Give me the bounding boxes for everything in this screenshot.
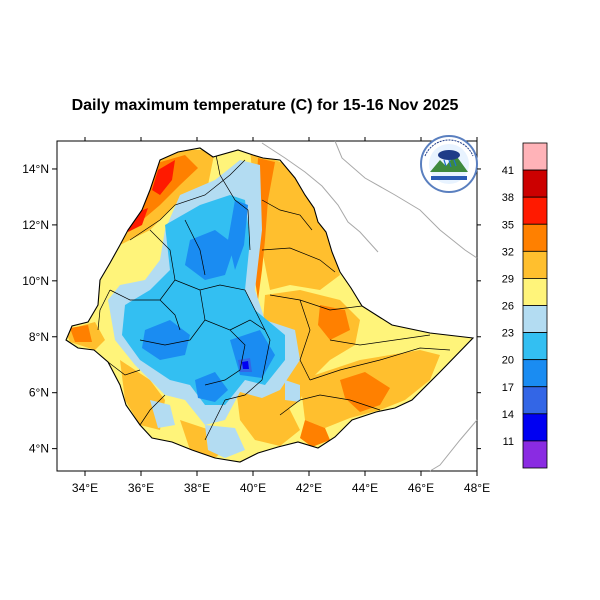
- colorbar-swatch: [522, 223, 548, 252]
- neighbour-borders: [261, 140, 478, 472]
- colorbar-swatch: [522, 250, 548, 279]
- y-tick-label: 10°N: [22, 274, 49, 288]
- colorbar-label: 14: [502, 409, 514, 421]
- x-tick-label: 34°E: [72, 481, 98, 495]
- colorbar-swatch: [522, 413, 548, 442]
- x-tick-label: 42°E: [296, 481, 322, 495]
- colorbar-label: 20: [502, 355, 514, 367]
- colorbar-swatch: [522, 142, 548, 171]
- colorbar-swatch: [522, 386, 548, 415]
- colorbar-swatch: [522, 440, 548, 469]
- colorbar-label: 17: [502, 382, 514, 394]
- colorbar-swatch: [522, 278, 548, 306]
- ethiopia-meteorology-institute-logo: [420, 135, 478, 193]
- y-tick-label: 4°N: [29, 442, 49, 456]
- colorbar-label: 32: [502, 246, 514, 258]
- y-tick-label: 12°N: [22, 218, 49, 232]
- colorbar-swatch: [522, 196, 548, 225]
- y-tick-label: 6°N: [29, 386, 49, 400]
- x-axis: 34°E 36°E 38°E 40°E 42°E 44°E 46°E 48°E: [72, 137, 490, 495]
- x-tick-label: 36°E: [128, 481, 154, 495]
- colorbar: 41 38 35 32 29 26 23 20 17 14 11: [502, 142, 548, 469]
- colorbar-label: 35: [502, 219, 514, 231]
- colorbar-label: 38: [502, 192, 514, 204]
- x-tick-label: 44°E: [352, 481, 378, 495]
- x-tick-label: 46°E: [408, 481, 434, 495]
- x-tick-label: 48°E: [464, 481, 490, 495]
- colorbar-swatch: [522, 305, 548, 333]
- colorbar-label: 41: [502, 165, 514, 177]
- y-tick-label: 8°N: [29, 330, 49, 344]
- map-title: Daily maximum temperature (C) for 15-16 …: [71, 97, 459, 114]
- colorbar-label: 11: [503, 436, 514, 448]
- y-axis: 14°N 12°N 10°N 8°N 6°N 4°N: [22, 162, 481, 456]
- colorbar-label: 26: [502, 301, 514, 313]
- x-tick-label: 38°E: [184, 481, 210, 495]
- colorbar-swatch: [522, 169, 548, 198]
- colorbar-label: 23: [502, 328, 514, 340]
- admin-boundaries: [97, 149, 451, 441]
- y-tick-label: 14°N: [22, 162, 49, 176]
- x-tick-label: 40°E: [240, 481, 266, 495]
- colorbar-swatch: [522, 359, 548, 388]
- colorbar-swatch: [522, 332, 548, 361]
- colorbar-label: 29: [502, 273, 514, 285]
